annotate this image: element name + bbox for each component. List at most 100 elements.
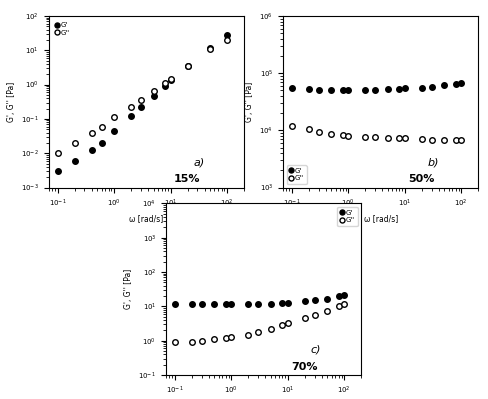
Text: c): c) [310, 345, 321, 355]
G'' [55, 151, 61, 156]
Text: a): a) [193, 157, 204, 167]
G' [128, 114, 134, 119]
G'' [167, 76, 173, 81]
G'' [385, 135, 391, 140]
G' [189, 301, 195, 306]
G' [453, 82, 459, 87]
G' [268, 301, 274, 306]
G' [441, 83, 447, 88]
G'' [363, 134, 368, 139]
Line: G': G' [55, 32, 230, 174]
G'' [289, 123, 295, 128]
Text: 50%: 50% [408, 174, 434, 184]
G' [340, 88, 346, 93]
G' [458, 80, 464, 85]
G'' [224, 38, 230, 42]
Line: G'': G'' [172, 301, 347, 345]
G'' [138, 98, 144, 103]
Y-axis label: G', G'' [Pa]: G', G'' [Pa] [245, 82, 254, 122]
G' [346, 88, 351, 93]
G'' [285, 321, 290, 326]
G'' [341, 301, 347, 306]
Line: G': G' [172, 292, 347, 307]
G'' [328, 131, 334, 136]
G'' [268, 327, 274, 332]
G' [336, 294, 342, 298]
Text: b): b) [427, 157, 439, 167]
G'' [189, 340, 195, 345]
G'' [99, 124, 104, 129]
G'' [312, 313, 318, 318]
G' [419, 85, 425, 90]
G' [328, 88, 334, 93]
G' [151, 94, 157, 99]
G'' [429, 137, 435, 142]
G' [363, 87, 368, 92]
X-axis label: ω [rad/s]: ω [rad/s] [364, 214, 398, 223]
G'' [441, 138, 447, 142]
G' [223, 302, 228, 307]
G'' [128, 105, 134, 110]
G' [72, 158, 78, 163]
X-axis label: ω [rad/s]: ω [rad/s] [129, 214, 163, 223]
G'' [111, 115, 117, 120]
G' [199, 301, 204, 306]
G' [245, 301, 251, 306]
G' [184, 63, 190, 68]
Text: 70%: 70% [291, 362, 317, 372]
G'' [402, 136, 407, 141]
G'' [255, 330, 261, 334]
G' [89, 148, 95, 153]
G' [172, 301, 178, 306]
G'' [172, 340, 178, 345]
G'' [419, 137, 425, 142]
G'' [346, 134, 351, 138]
G'' [324, 308, 330, 313]
G' [55, 169, 61, 174]
G' [138, 105, 144, 110]
G'' [211, 337, 217, 342]
G'' [458, 138, 464, 142]
G'' [89, 131, 95, 136]
G'' [316, 129, 322, 134]
G' [306, 87, 312, 92]
G' [255, 301, 261, 306]
G' [312, 298, 318, 303]
Legend: G', G'': G', G'' [337, 207, 358, 226]
G' [224, 33, 230, 38]
G' [324, 296, 330, 301]
G' [162, 84, 168, 89]
G'' [207, 46, 213, 51]
Line: G'': G'' [289, 123, 464, 143]
G'' [396, 136, 402, 140]
G' [211, 302, 217, 307]
G'' [184, 63, 190, 68]
G' [429, 84, 435, 89]
G' [111, 128, 117, 133]
Y-axis label: G', G'' [Pa]: G', G'' [Pa] [7, 82, 16, 122]
G'' [199, 338, 204, 343]
Legend: G', G'': G', G'' [286, 165, 307, 184]
Text: 15%: 15% [174, 174, 200, 184]
G'' [223, 336, 228, 340]
G'' [228, 334, 234, 339]
G'' [279, 323, 285, 328]
G'' [72, 140, 78, 145]
G' [285, 300, 290, 305]
Line: G'': G'' [55, 37, 230, 156]
Line: G': G' [289, 80, 464, 93]
G' [289, 86, 295, 91]
G'' [453, 138, 459, 142]
G'' [306, 127, 312, 132]
G' [228, 302, 234, 307]
G' [396, 87, 402, 91]
G' [99, 140, 104, 145]
G'' [372, 135, 378, 140]
G'' [302, 316, 307, 321]
G'' [340, 133, 346, 138]
Legend: G', G'': G', G'' [52, 20, 73, 38]
G'' [245, 332, 251, 337]
G' [207, 45, 213, 50]
G' [279, 301, 285, 306]
G' [385, 87, 391, 92]
